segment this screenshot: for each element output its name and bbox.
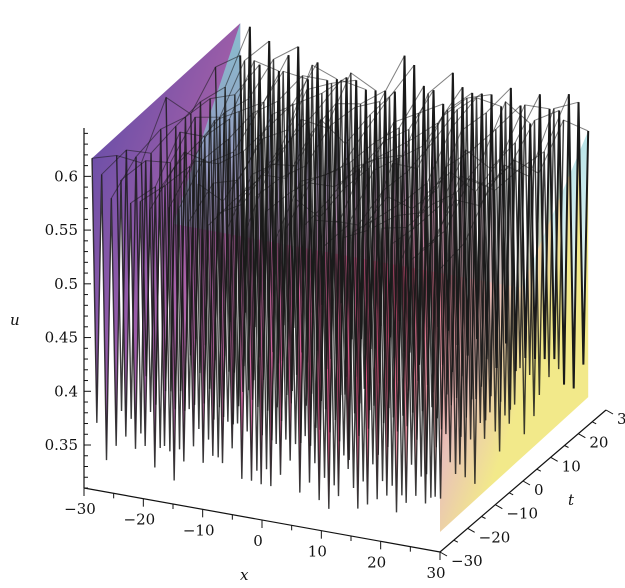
surface-mesh-column — [188, 64, 338, 223]
surface-mesh-column — [226, 72, 376, 229]
surface-mesh — [91, 26, 590, 513]
surface-mesh-column — [304, 72, 454, 226]
surface-mesh-column — [236, 90, 386, 204]
t-tick-label: −20 — [479, 528, 511, 546]
surface-mesh-column — [275, 85, 425, 240]
z-tick-label: 0.55 — [45, 221, 78, 239]
t-axis-label: t — [568, 491, 575, 509]
t-ticks: −30 −20 −10 0 10 20 30 — [439, 409, 625, 570]
surface-mesh-column — [130, 59, 280, 204]
z-tick-label: 0.4 — [54, 382, 78, 400]
z-tick-label: 0.5 — [54, 275, 78, 293]
z-tick-label: 0.35 — [45, 436, 78, 454]
x-tick-label: −20 — [124, 511, 156, 529]
t-axis: −30 −20 −10 0 10 20 30 t — [439, 409, 625, 570]
surface-mesh-column — [410, 110, 560, 261]
surface-mesh-column — [333, 93, 483, 226]
t-tick — [467, 527, 475, 533]
t-tick — [550, 456, 558, 462]
surface-mesh-column — [391, 93, 541, 245]
surface-mesh-column — [294, 103, 444, 219]
t-tick-label: 10 — [562, 457, 581, 475]
t-tick — [605, 409, 614, 415]
surface-mesh-column — [91, 54, 241, 164]
t-tick-label: −10 — [506, 505, 538, 523]
t-tick — [481, 516, 486, 519]
surface-mesh-column — [120, 40, 270, 181]
surface-mesh-column — [246, 91, 396, 229]
x-tick-label: 30 — [426, 564, 445, 582]
surface-mesh-column — [362, 87, 512, 229]
surface-mesh-column — [159, 70, 309, 190]
surface-mesh-column — [198, 76, 347, 203]
t-tick — [439, 551, 448, 557]
surface-mesh-column — [439, 119, 589, 270]
z-tick-label: 0.6 — [54, 167, 78, 185]
x-tick-label: −10 — [183, 521, 215, 539]
t-tick-label: 20 — [589, 434, 608, 452]
z-axis-label: u — [10, 311, 20, 329]
t-tick — [453, 539, 459, 543]
surface-mesh-column — [429, 101, 579, 246]
z-ticks: 0.35 0.4 0.45 0.5 0.55 0.6 — [45, 132, 91, 489]
surface-mesh-column — [265, 64, 415, 213]
surface-mesh-column — [101, 26, 251, 175]
z-axis: 0.35 0.4 0.45 0.5 0.55 0.6 u — [10, 128, 91, 489]
t-tick — [591, 421, 597, 425]
surface-mesh-column — [217, 79, 367, 214]
t-tick-label: 30 — [617, 410, 625, 428]
surface-mesh-column — [343, 93, 492, 239]
x-tick-label: −30 — [64, 500, 96, 518]
t-tick — [578, 433, 586, 439]
t-tick-label: 0 — [534, 481, 544, 499]
t-tick — [536, 468, 542, 472]
t-tick — [495, 504, 503, 510]
surface-mesh-column — [110, 64, 260, 199]
surface-mesh-column — [178, 75, 328, 209]
t-tick — [508, 492, 514, 496]
surface-mesh-column — [372, 105, 521, 229]
x-tick-label: 0 — [253, 532, 263, 550]
surface-mesh-column — [323, 92, 473, 247]
x-axis-label: x — [240, 566, 249, 584]
surface-mesh-column — [352, 97, 502, 233]
t-tick — [564, 445, 569, 448]
x-ticks: −30 −20 −10 0 10 20 30 — [64, 488, 446, 582]
surface-mesh-column — [256, 55, 405, 197]
surface-mesh-column — [284, 89, 434, 231]
surface-mesh-column — [168, 62, 318, 208]
z-tick-label: 0.45 — [45, 329, 78, 347]
x-tick-label: 10 — [308, 543, 327, 561]
surface-mesh-column — [381, 100, 531, 229]
surface-mesh-column — [420, 93, 570, 251]
x-axis: −30 −20 −10 0 10 20 30 x — [64, 487, 446, 584]
x-tick-label: 20 — [367, 553, 386, 571]
surface-mesh-column — [207, 79, 357, 227]
surface-mesh-column — [400, 104, 550, 261]
t-tick — [522, 480, 531, 486]
t-tick-label: −30 — [451, 552, 483, 570]
